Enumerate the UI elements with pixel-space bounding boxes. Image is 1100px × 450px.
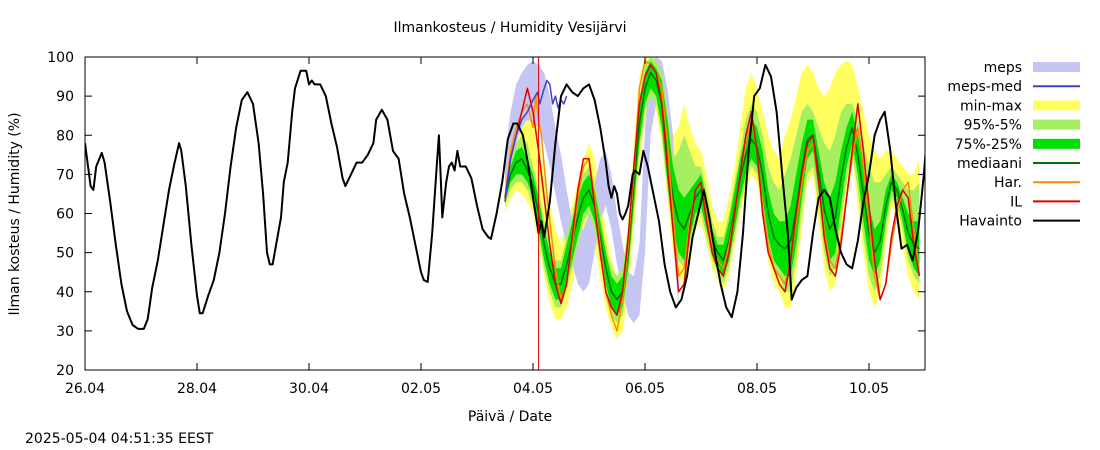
legend: meps meps-med min-max 95%-5% 75%-25% mediaani… (947, 60, 1080, 230)
y-tick-label: 90 (56, 89, 74, 105)
timestamp: 2025-05-04 04:51:35 EEST (25, 431, 214, 447)
x-axis-label: Päivä / Date (468, 409, 552, 425)
legend-label: Har. (994, 175, 1022, 191)
x-tick-label: 28.04 (177, 381, 217, 397)
y-tick-label: 60 (56, 207, 74, 223)
legend-label: 95%-5% (964, 118, 1022, 134)
x-tick-label: 02.05 (401, 381, 441, 397)
legend-swatch (1033, 138, 1080, 149)
x-tick-label: 04.05 (513, 381, 553, 397)
y-tick-label: 50 (56, 246, 74, 262)
band-75-25 (505, 60, 920, 316)
legend-swatch (1033, 100, 1080, 111)
y-tick-label: 40 (56, 285, 74, 301)
series-havainto (85, 63, 925, 330)
band-95-5 (505, 57, 920, 324)
legend-swatch (1033, 62, 1080, 72)
y-tick-label: 80 (56, 128, 74, 144)
x-tick-label: 06.05 (625, 381, 665, 397)
y-axis-label: Ilman kosteus / Humidity (%) (7, 112, 23, 315)
x-tick-label: 08.05 (737, 381, 777, 397)
legend-label: IL (1010, 194, 1022, 210)
x-tick-label: 10.05 (849, 381, 889, 397)
x-tick-label: 26.04 (65, 381, 105, 397)
legend-label: Havainto (959, 214, 1022, 230)
y-tick-label: 30 (56, 324, 74, 340)
series-il (504, 64, 921, 316)
legend-label: meps (984, 60, 1022, 76)
legend-label: meps-med (947, 79, 1022, 95)
y-tick-label: 70 (56, 167, 74, 183)
legend-swatch (1033, 119, 1080, 130)
chart-title: Ilmankosteus / Humidity Vesijärvi (393, 20, 626, 36)
legend-label: min-max (960, 98, 1022, 114)
legend-label: mediaani (957, 156, 1022, 172)
y-tick-label: 100 (47, 50, 74, 66)
legend-label: 75%-25% (955, 137, 1022, 153)
y-tick-label: 20 (56, 363, 74, 379)
x-tick-label: 30.04 (289, 381, 329, 397)
band-meps (505, 57, 679, 324)
